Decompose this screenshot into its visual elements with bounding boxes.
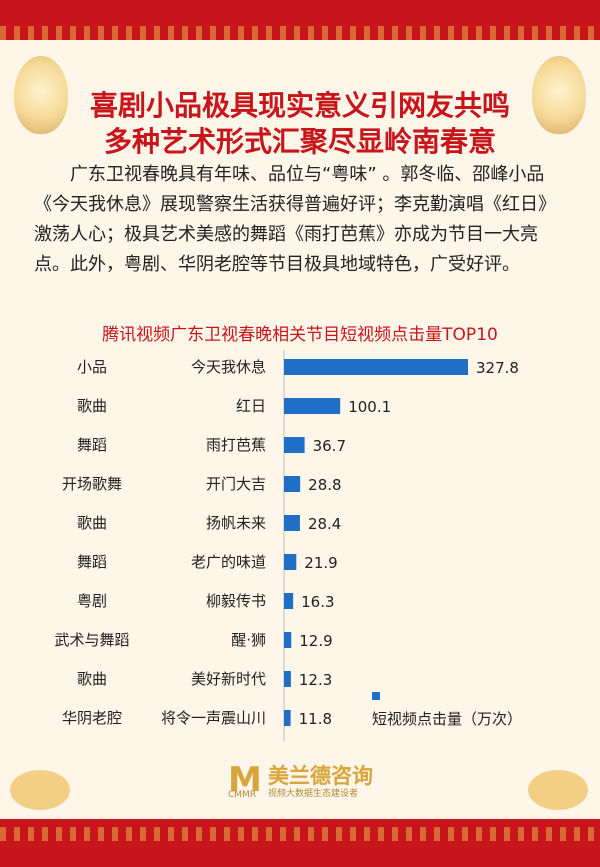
data-label: 36.7 <box>313 437 346 455</box>
logo-sub: 视频大数据生态建设者 <box>268 789 359 799</box>
lantern-right-icon <box>532 56 586 134</box>
pig-left-icon <box>10 770 70 810</box>
genre-label: 舞蹈 <box>77 436 107 454</box>
genre-label: 华阴老腔 <box>62 709 122 727</box>
category-label: 将令一声震山川 <box>161 709 266 727</box>
genre-label: 歌曲 <box>77 397 107 415</box>
bar <box>284 710 291 726</box>
category-label: 雨打芭蕉 <box>206 436 266 454</box>
genre-label: 小品 <box>77 358 107 376</box>
data-label: 28.8 <box>308 476 341 494</box>
genre-label: 开场歌舞 <box>62 475 122 493</box>
page-title: 喜剧小品极具现实意义引网友共鸣 多种艺术形式汇聚尽显岭南春意 <box>0 88 600 160</box>
bar <box>284 359 468 375</box>
bar <box>284 476 301 492</box>
data-label: 16.3 <box>301 593 334 611</box>
title-line-2: 多种艺术形式汇聚尽显岭南春意 <box>103 125 496 158</box>
category-label: 今天我休息 <box>191 358 266 376</box>
data-label: 12.9 <box>299 632 332 650</box>
category-label: 老广的味道 <box>191 553 266 571</box>
bar <box>284 632 292 648</box>
bar <box>284 437 305 453</box>
top-decor-band <box>0 0 600 40</box>
genre-label: 武术与舞蹈 <box>54 631 129 649</box>
category-label: 醒·狮 <box>231 631 266 649</box>
bottom-decor-band <box>0 819 600 867</box>
data-label: 327.8 <box>476 359 519 377</box>
intro-paragraph: 广东卫视春晚具有年味、品位与“粤味” 。郭冬临、邵峰小品《今天我休息》展现警察生… <box>34 164 556 275</box>
logo-tag: CMMR <box>228 790 257 800</box>
chart-legend: 短视频点击量（万次） <box>372 683 532 731</box>
category-label: 美好新时代 <box>191 670 266 688</box>
data-label: 21.9 <box>304 554 337 572</box>
legend-label: 短视频点击量（万次） <box>372 710 523 728</box>
category-label: 扬帆未来 <box>206 514 266 532</box>
bar <box>284 554 297 570</box>
genre-label: 舞蹈 <box>77 553 107 571</box>
lantern-left-icon <box>14 56 68 134</box>
category-label: 柳毅传书 <box>206 592 266 610</box>
legend-swatch <box>372 691 380 700</box>
logo-name: 美兰德咨询 <box>268 764 373 788</box>
data-label: 12.3 <box>299 671 332 689</box>
logo-mark: M <box>228 760 262 800</box>
footer-logo: M CMMR 美兰德咨询 视频大数据生态建设者 <box>228 760 378 804</box>
data-label: 28.4 <box>308 515 341 533</box>
genre-label: 粤剧 <box>77 592 107 610</box>
genre-label: 歌曲 <box>77 670 107 688</box>
pig-right-icon <box>528 770 588 810</box>
title-line-1: 喜剧小品极具现实意义引网友共鸣 <box>89 89 510 122</box>
genre-label: 歌曲 <box>77 514 107 532</box>
bar <box>284 671 291 687</box>
bar <box>284 398 341 414</box>
data-label: 11.8 <box>299 710 332 728</box>
chart-title: 腾讯视频广东卫视春晚相关节目短视频点击量TOP10 <box>102 325 498 345</box>
category-label: 开门大吉 <box>206 475 266 493</box>
category-label: 红日 <box>236 397 266 415</box>
bar <box>284 515 300 531</box>
data-label: 100.1 <box>348 398 391 416</box>
bar <box>284 593 294 609</box>
bar-chart: 小品 今天我休息 327.8 歌曲 红日 100.1 舞蹈 雨打芭蕉 36.7 开场歌舞 开门大吉 2… <box>54 350 519 742</box>
